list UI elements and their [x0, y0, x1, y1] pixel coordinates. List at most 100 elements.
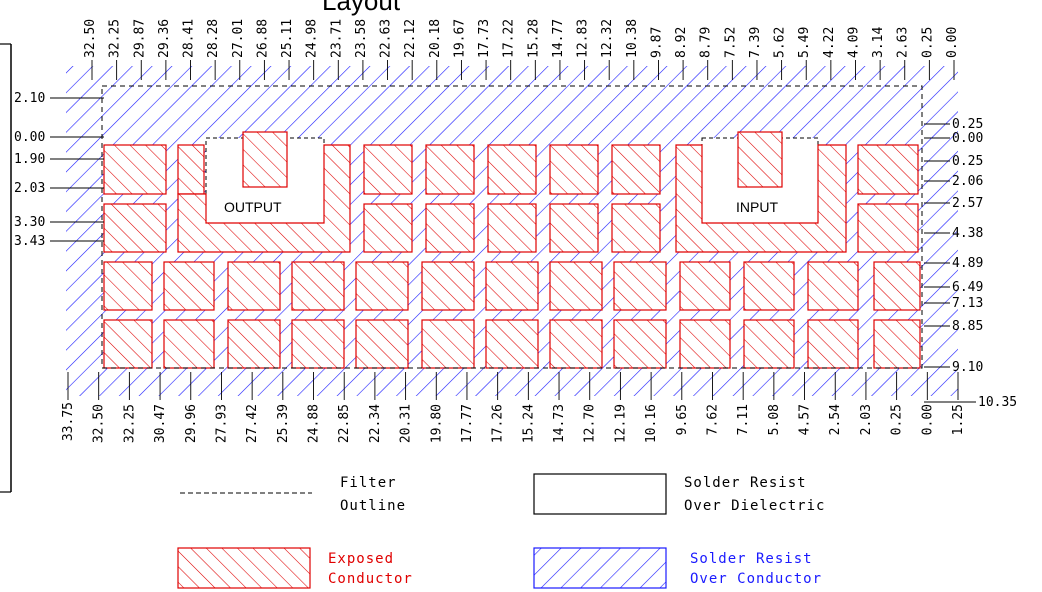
top-dimension-label: 0.00 [945, 27, 960, 58]
top-dimension-label: 4.22 [822, 27, 837, 58]
top-dimension-label: 12.32 [600, 19, 615, 58]
bottom-dimension-label: 7.11 [736, 404, 751, 435]
bottom-dimension-label: 33.75 [61, 402, 76, 441]
bottom-dimension-label: 30.47 [153, 404, 168, 443]
bottom-dimension-label: 24.88 [307, 404, 322, 443]
pad [421, 319, 475, 369]
pad [487, 144, 537, 195]
top-dimension-label: 15.28 [526, 19, 541, 58]
bottom-dimension-label: 27.42 [245, 404, 260, 443]
pad [355, 261, 409, 311]
right-dimension-label: 2.06 [952, 174, 983, 189]
bottom-dimension-label: 2.03 [859, 404, 874, 435]
pad [425, 203, 475, 253]
pad [611, 144, 661, 195]
bottom-dimension-label: 0.00 [920, 404, 935, 435]
top-dimension-label: 20.18 [428, 19, 443, 58]
right-dimension-label: 4.38 [952, 226, 983, 241]
legend-dielectric-line1: Solder Resist [684, 475, 807, 491]
top-dimension-label: 12.83 [576, 19, 591, 58]
pad [611, 203, 661, 253]
legend-resist-line2: Over Conductor [690, 571, 822, 587]
top-dimension-label: 7.52 [723, 27, 738, 58]
pad [177, 144, 205, 195]
bottom-dimension-label: 29.96 [184, 404, 199, 443]
bottom-dimension-label: 27.93 [214, 404, 229, 443]
top-dimension-label: 28.41 [182, 19, 197, 58]
top-dimension-label: 25.11 [280, 19, 295, 58]
input-label: INPUT [736, 199, 778, 215]
bottom-dimension-label: 32.50 [92, 404, 107, 443]
bottom-dimension-label: 2.54 [828, 404, 843, 435]
top-dimension-label: 8.92 [674, 27, 689, 58]
top-dimension-label: 17.22 [502, 19, 517, 58]
legend-outline-line1: Filter [340, 475, 397, 491]
bottom-dimension-label: 9.65 [675, 404, 690, 435]
pad [355, 319, 409, 369]
legend: Filter Outline Solder Resist Over Dielec… [177, 473, 824, 589]
bottom-dimensions: 33.75 32.50 32.25 30.47 29.96 27.93 27.42 25.39… [61, 372, 966, 443]
top-dimension-label: 2.63 [896, 27, 911, 58]
pad [743, 319, 795, 369]
top-dimension-label: 29.36 [157, 19, 172, 58]
pad [103, 144, 167, 195]
pad [679, 261, 731, 311]
legend-exposed-line1: Exposed [328, 551, 394, 567]
left-dimension-label: 0.00 [14, 130, 45, 145]
pad [487, 203, 537, 253]
bottom-dimension-label: 12.19 [613, 404, 628, 443]
legend-outline-line2: Outline [340, 498, 406, 514]
pad [679, 319, 731, 369]
pad [421, 261, 475, 311]
top-dimension-label: 10.38 [625, 19, 640, 58]
top-dimension-label: 26.88 [255, 19, 270, 58]
top-dimension-label: 19.67 [452, 19, 467, 58]
top-dimensions: 32.50 32.25 29.87 29.36 28.41 28.28 27.01 26.88… [83, 19, 960, 80]
left-dimensions: 2.10 0.00 1.90 2.03 3.30 3.43 [14, 91, 104, 249]
pad [163, 319, 215, 369]
right-dimensions: 0.250.000.252.062.574.384.896.497.138.85… [924, 117, 1017, 410]
right-dimension-label: 8.85 [952, 319, 983, 334]
right-dimension-label: 6.49 [952, 280, 983, 295]
left-dimension-label: 2.10 [14, 91, 45, 106]
bottom-dimension-label: 17.26 [491, 404, 506, 443]
top-dimension-label: 32.25 [108, 19, 123, 58]
bottom-dimension-label: 4.57 [798, 404, 813, 435]
top-dimension-label: 23.58 [354, 19, 369, 58]
bottom-dimension-label: 15.24 [521, 404, 536, 443]
pad [291, 319, 345, 369]
pad [291, 261, 345, 311]
pad [363, 203, 413, 253]
top-dimension-label: 8.79 [699, 27, 714, 58]
legend-resist-line1: Solder Resist [690, 551, 813, 567]
pad [549, 319, 603, 369]
legend-exposed-swatch [177, 547, 311, 589]
top-dimension-label: 22.12 [403, 19, 418, 58]
bottom-dimension-label: 20.31 [399, 404, 414, 443]
bottom-dimension-label: 0.25 [890, 404, 905, 435]
pad [807, 261, 859, 311]
output-label: OUTPUT [224, 199, 282, 215]
pad [103, 261, 153, 311]
bottom-dimension-label: 17.77 [460, 404, 475, 443]
right-dimension-label: 4.89 [952, 256, 983, 271]
top-dimension-label: 24.98 [305, 19, 320, 58]
exposed-pads [103, 131, 919, 253]
top-dimension-label: 5.49 [797, 27, 812, 58]
pad [227, 261, 281, 311]
pad [549, 203, 599, 253]
top-dimension-label: 32.50 [83, 19, 98, 58]
bottom-dimension-label: 1.25 [951, 404, 966, 435]
top-dimension-label: 27.01 [231, 19, 246, 58]
pad [163, 261, 215, 311]
output-trace [177, 144, 351, 253]
bottom-dimension-label: 12.70 [583, 404, 598, 443]
filter-outline [101, 85, 923, 369]
right-dimension-label: 7.13 [952, 296, 983, 311]
bottom-dimension-label: 22.85 [337, 404, 352, 443]
top-dimension-label: 17.73 [477, 19, 492, 58]
pad [363, 144, 413, 195]
top-dimension-label: 22.63 [379, 19, 394, 58]
pad [485, 261, 539, 311]
right-dimension-label: 2.57 [952, 196, 983, 211]
